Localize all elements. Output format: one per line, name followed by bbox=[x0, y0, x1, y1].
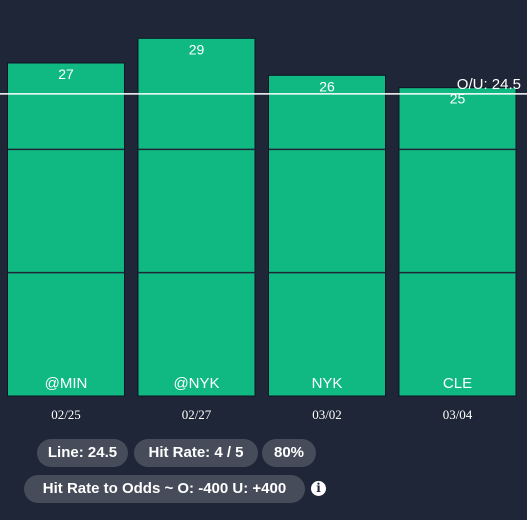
info-icon[interactable]: i bbox=[311, 481, 326, 496]
value-label: 29 bbox=[189, 41, 205, 57]
bar bbox=[398, 87, 517, 397]
date-label: 02/27 bbox=[182, 407, 212, 422]
date-label: 03/04 bbox=[443, 407, 473, 422]
bar-chart: 27 @MIN 02/25 29 @NYK 02/27 26 NYK 03/02 25 CLE 03/… bbox=[0, 37, 527, 422]
line-pill: Line: 24.5 bbox=[37, 439, 128, 467]
value-label: 25 bbox=[450, 91, 466, 107]
date-label: 03/02 bbox=[312, 407, 342, 422]
opponent-label: CLE bbox=[443, 375, 472, 392]
hit-rate-pill: Hit Rate: 4 / 5 bbox=[134, 439, 258, 467]
opponent-label: @NYK bbox=[173, 375, 219, 392]
opponent-label: NYK bbox=[312, 375, 343, 392]
ou-line-label: O/U: 24.5 bbox=[457, 76, 521, 93]
value-label: 27 bbox=[58, 66, 74, 82]
bar bbox=[137, 37, 256, 397]
date-label: 02/25 bbox=[51, 407, 81, 422]
odds-pill: Hit Rate to Odds ~ O: -400 U: +400 bbox=[24, 475, 305, 503]
bar bbox=[7, 62, 125, 397]
bar bbox=[268, 74, 386, 397]
hit-percent-pill: 80% bbox=[262, 439, 316, 467]
opponent-label: @MIN bbox=[45, 375, 88, 392]
value-label: 26 bbox=[319, 78, 335, 94]
